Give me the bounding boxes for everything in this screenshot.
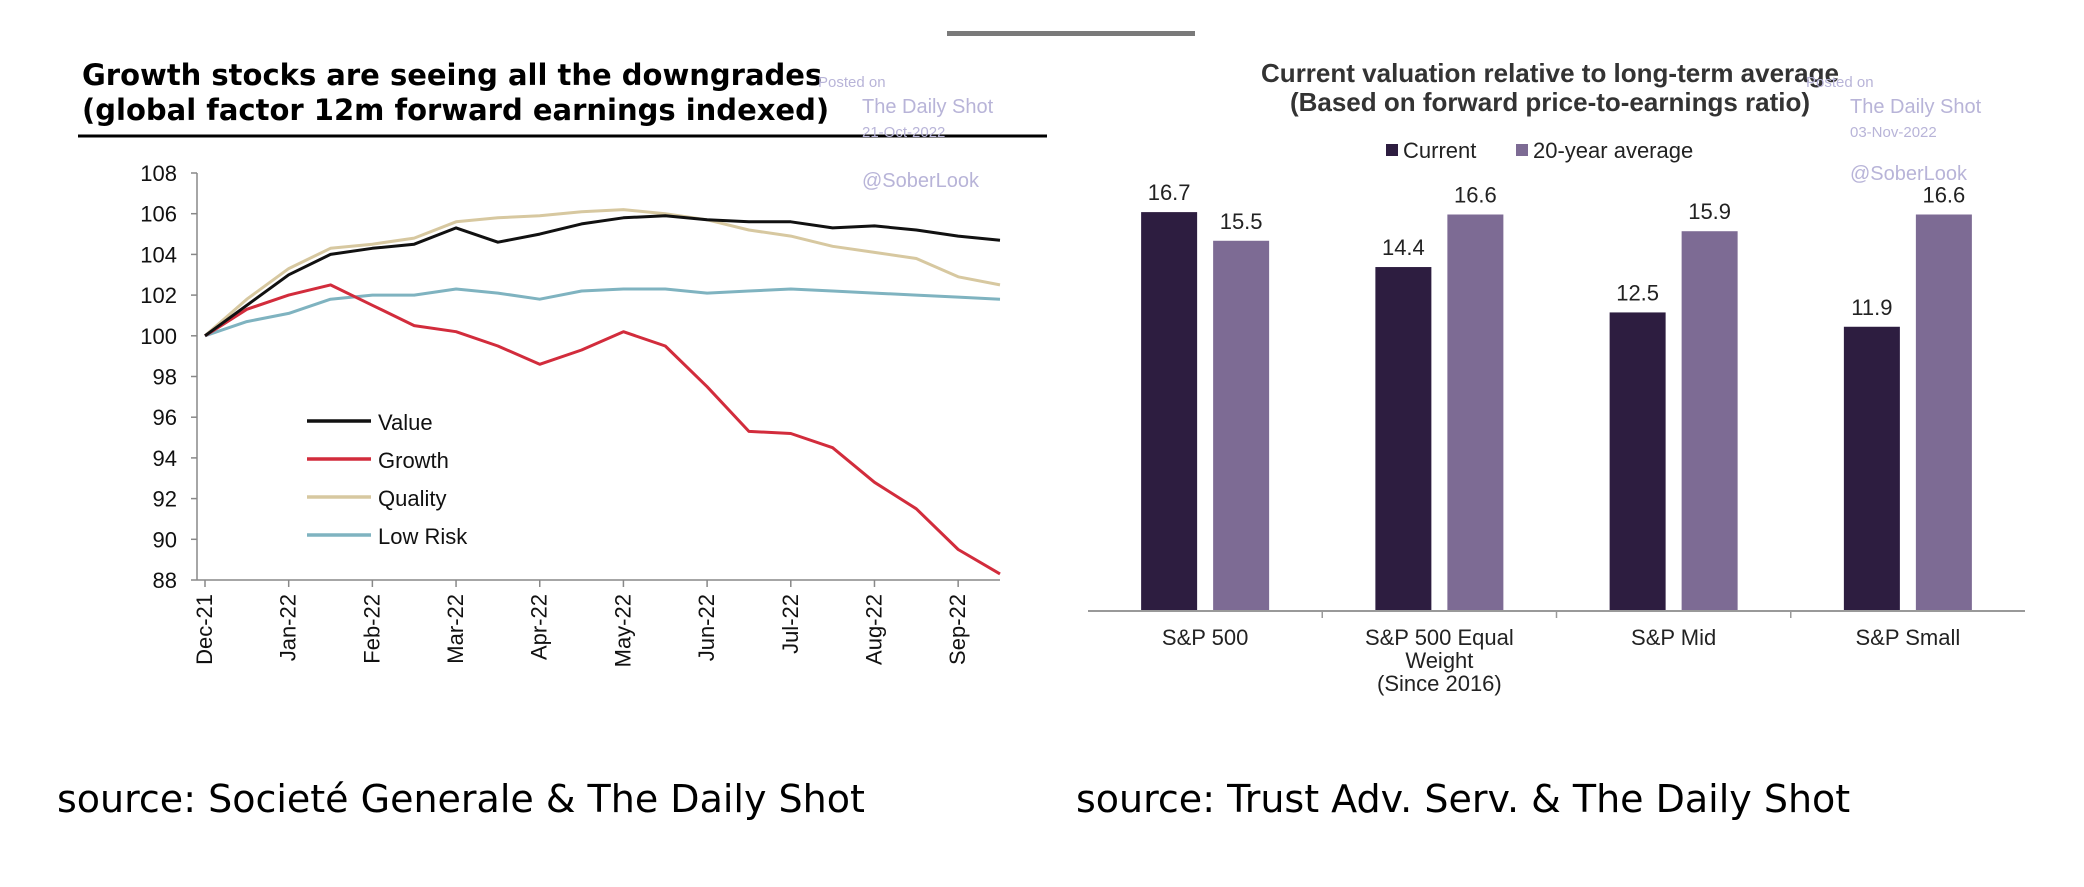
right-bar-value-label: 12.5 <box>1616 280 1659 305</box>
left-legend-label: Low Risk <box>378 524 468 549</box>
right-category-label: (Since 2016) <box>1377 671 1502 696</box>
left-chart-title: Growth stocks are seeing all the downgra… <box>82 58 822 92</box>
left-chart-series <box>204 208 1001 576</box>
left-y-tick-label: 108 <box>140 161 177 186</box>
left-watermark-posted: Posted on <box>818 74 886 91</box>
right-category-label: Weight <box>1405 648 1473 673</box>
right-category-label: S&P 500 <box>1162 625 1248 650</box>
left-series-line-value <box>204 214 1001 338</box>
left-series-line-growth <box>204 283 1001 576</box>
left-x-tick-label: Jun-22 <box>694 594 719 661</box>
left-x-tick-label: Jul-22 <box>778 594 803 654</box>
right-watermark-handle: @SoberLook <box>1850 163 1968 185</box>
right-chart-subtitle: (Based on forward price-to-earnings rati… <box>1290 87 1810 117</box>
left-chart: Growth stocks are seeing all the downgra… <box>78 58 1047 667</box>
right-bar-value-label: 16.7 <box>1148 180 1191 205</box>
left-series-line-quality <box>204 208 1001 337</box>
left-x-tick-label: May-22 <box>610 594 635 667</box>
left-watermark-date: 21-Oct-2022 <box>862 124 945 141</box>
left-y-tick-label: 92 <box>153 487 177 512</box>
left-series-line-low-risk <box>204 287 1001 338</box>
left-y-tick-label: 96 <box>153 405 177 430</box>
left-x-tick-label: Feb-22 <box>359 594 384 664</box>
left-x-tick-label: Aug-22 <box>861 594 886 665</box>
left-x-tick-label: Sep-22 <box>945 594 970 665</box>
right-chart-legend: Current 20-year average <box>1386 138 1693 163</box>
right-bar-value-label: 16.6 <box>1922 182 1965 207</box>
left-x-tick-label: Jan-22 <box>276 594 301 661</box>
right-watermark-date: 03-Nov-2022 <box>1850 124 1937 141</box>
right-bar-value-label: 11.9 <box>1851 295 1892 320</box>
right-bar-current <box>1609 312 1666 611</box>
right-legend-swatch <box>1516 144 1528 156</box>
right-bar-value-label: 14.4 <box>1382 235 1425 260</box>
right-watermark-site: The Daily Shot <box>1850 96 1982 118</box>
right-bar-value-label: 16.6 <box>1454 182 1497 207</box>
right-bar-value-label: 15.5 <box>1220 209 1263 234</box>
left-x-tick-label: Dec-21 <box>192 594 217 665</box>
left-y-tick-label: 90 <box>153 527 177 552</box>
left-chart-legend: Value Growth Quality Low Risk <box>307 410 468 549</box>
right-bar-current <box>1375 267 1432 611</box>
left-watermark-handle: @SoberLook <box>862 170 980 192</box>
left-y-tick-label: 106 <box>140 202 177 227</box>
left-x-tick-label: Apr-22 <box>527 594 552 660</box>
left-legend-label: Value <box>378 410 433 435</box>
right-chart: Current valuation relative to long-term … <box>1088 58 2025 696</box>
right-legend-label: 20-year average <box>1533 138 1693 163</box>
top-divider-bar <box>947 31 1195 36</box>
right-watermark-posted: Posted on <box>1806 74 1874 91</box>
right-bar-current <box>1141 212 1198 611</box>
right-legend-label: Current <box>1403 138 1476 163</box>
right-category-label: S&P Mid <box>1631 625 1716 650</box>
left-y-tick-label: 104 <box>140 242 177 267</box>
right-chart-title: Current valuation relative to long-term … <box>1261 58 1839 88</box>
right-bar-value-label: 15.9 <box>1688 199 1731 224</box>
left-y-tick-label: 88 <box>153 568 177 593</box>
right-bar-average <box>1915 214 1972 612</box>
left-watermark-site: The Daily Shot <box>862 96 994 118</box>
right-bar-average <box>1447 214 1504 612</box>
right-bar-current <box>1843 326 1900 611</box>
left-y-tick-label: 102 <box>140 283 177 308</box>
left-chart-subtitle: (global factor 12m forward earnings inde… <box>82 93 829 127</box>
left-source-text: source: Societé Generale & The Daily Sho… <box>57 777 865 821</box>
right-category-label: S&P Small <box>1856 625 1961 650</box>
left-legend-label: Growth <box>378 448 449 473</box>
right-source-text: source: Trust Adv. Serv. & The Daily Sho… <box>1076 777 1850 821</box>
left-y-tick-label: 100 <box>140 324 177 349</box>
right-bar-average <box>1681 231 1738 611</box>
right-category-label: S&P 500 Equal <box>1365 625 1514 650</box>
left-y-tick-label: 94 <box>153 446 177 471</box>
right-chart-bars: 16.7 15.5 14.4 16.6 12.5 15.9 11.9 16.6 <box>1141 180 1972 612</box>
left-y-tick-label: 98 <box>153 365 177 390</box>
right-legend-swatch <box>1386 144 1398 156</box>
right-bar-average <box>1213 240 1270 611</box>
left-legend-label: Quality <box>378 486 446 511</box>
left-x-tick-label: Mar-22 <box>443 594 468 664</box>
left-chart-axes: 108 106 104 102 100 98 96 94 92 90 88 Dec-21 Jan-22 F… <box>140 161 1000 667</box>
